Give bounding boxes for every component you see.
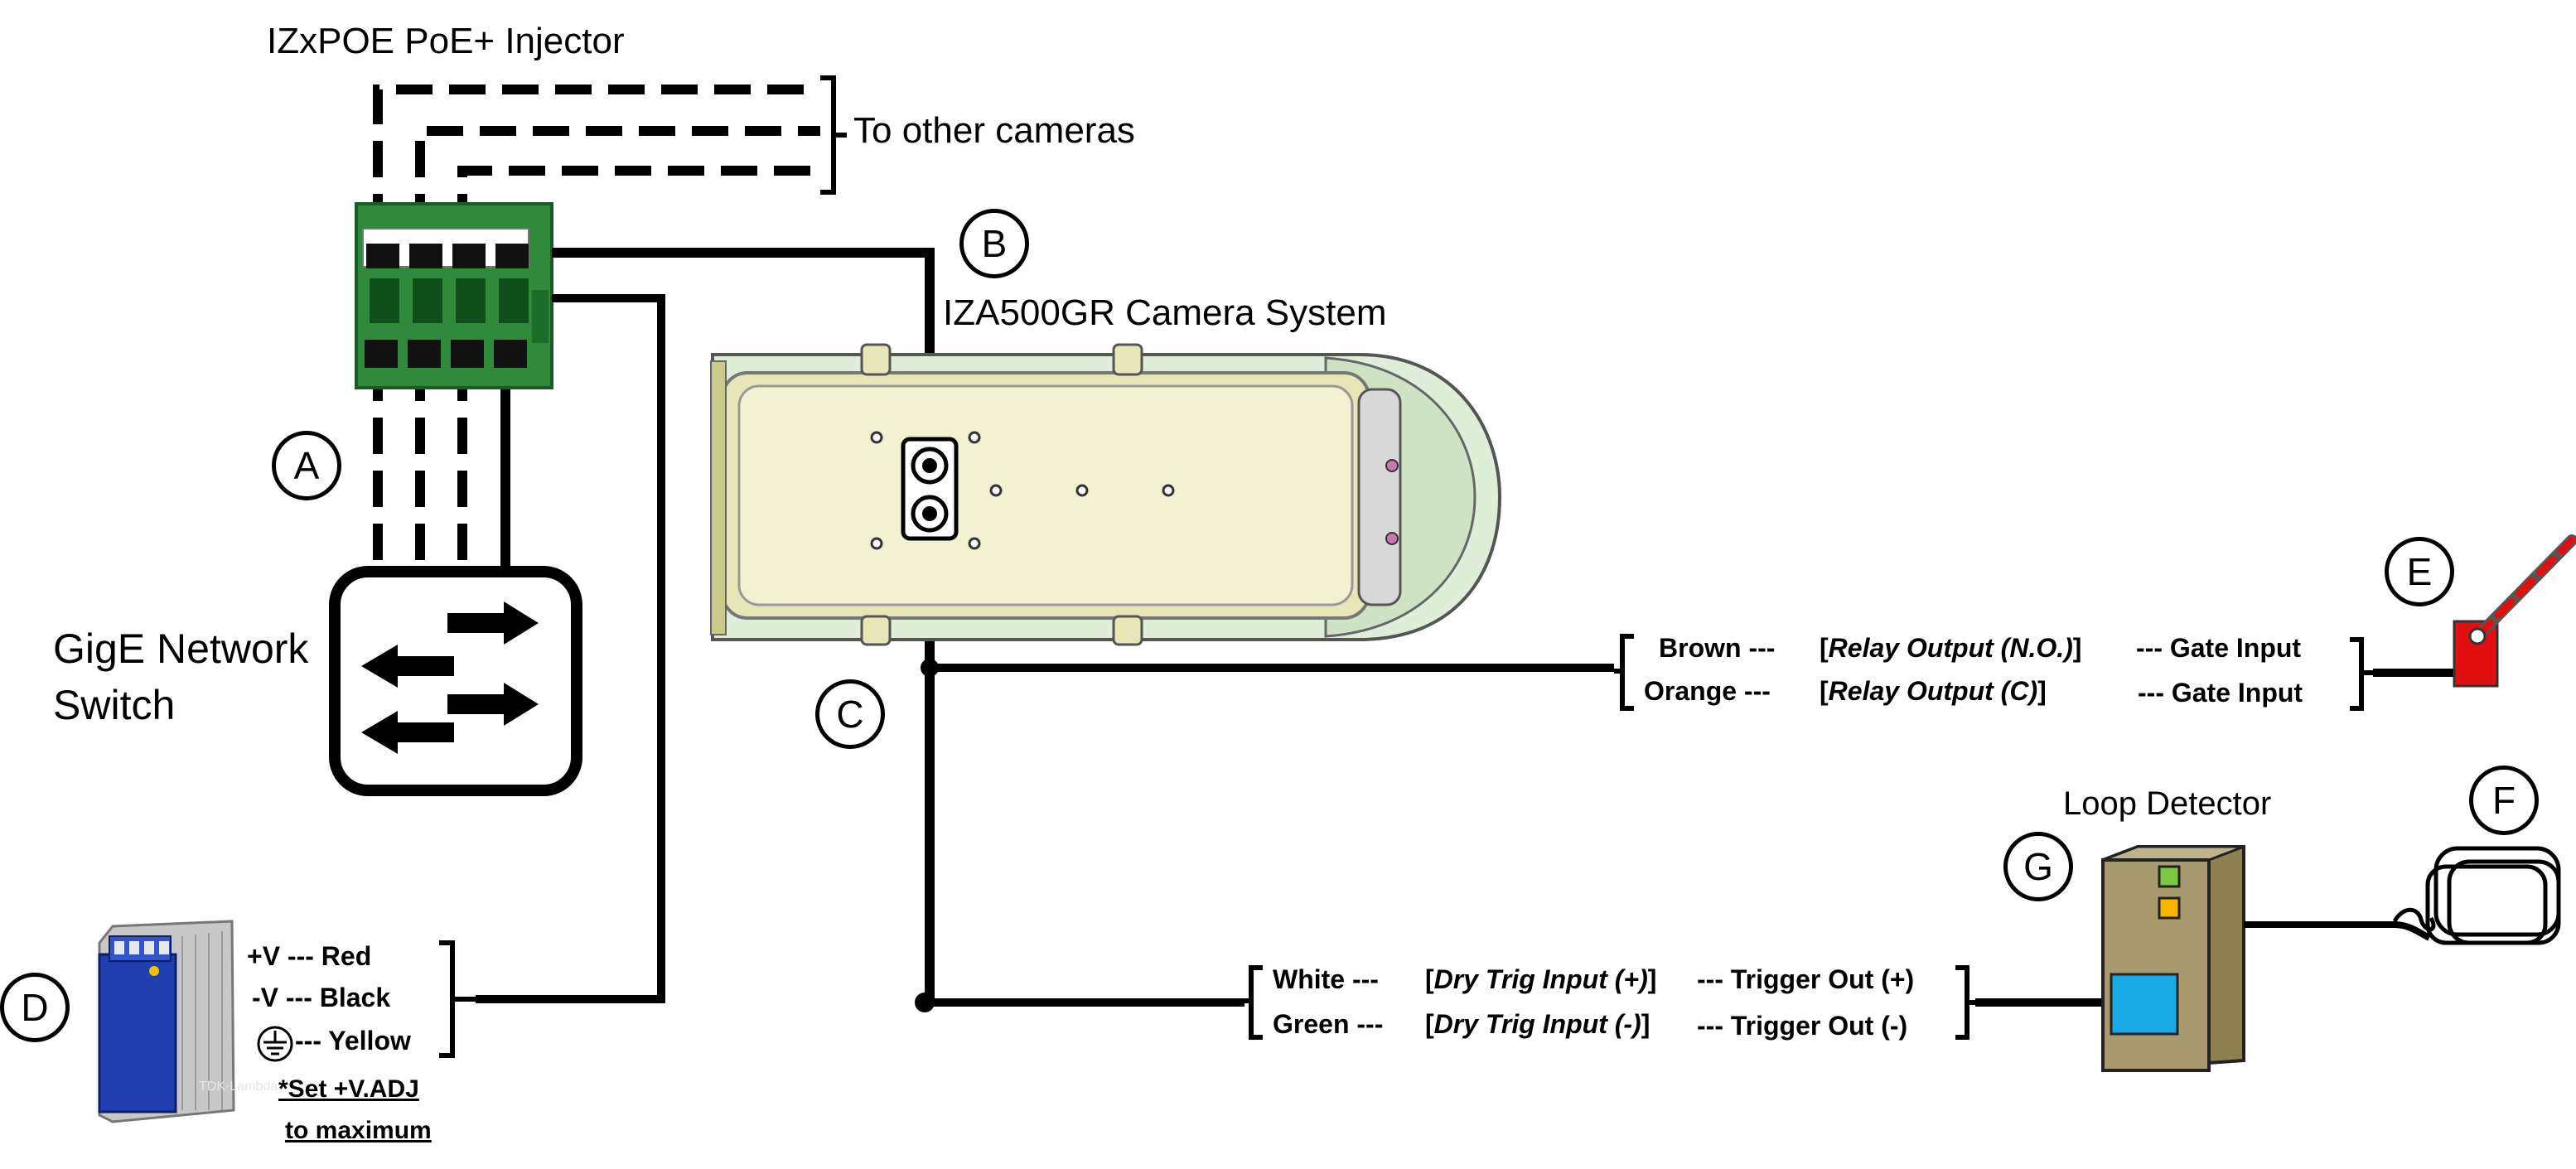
poe-injector: [355, 202, 553, 389]
ground-icon: [257, 1026, 293, 1062]
psu-brand: TDK·Lambda: [199, 1080, 278, 1094]
power-pin: +V: [247, 941, 281, 971]
power-color: Yellow: [328, 1026, 411, 1055]
camera-housing: [710, 343, 1502, 646]
injector-switch-links: [373, 365, 467, 572]
power-color: Red: [321, 941, 372, 971]
marker-e: E: [2385, 537, 2454, 606]
psu-note-line1: *Set +V.ADJ: [278, 1075, 419, 1103]
marker-g: G: [2003, 832, 2073, 901]
relay-target-1: --- Gate Input: [2136, 633, 2302, 663]
trigger-function-text: Dry Trig Input (-): [1433, 1009, 1641, 1039]
power-pin: -V: [252, 983, 278, 1012]
trigger-function-1: [Dry Trig Input (+)]: [1425, 964, 1657, 994]
camera-system-title: IZA500GR Camera System: [943, 292, 1387, 333]
trigger-function-2: [Dry Trig Input (-)]: [1425, 1009, 1650, 1039]
marker-c: C: [815, 679, 885, 749]
trigger-wire-1: White ---: [1273, 964, 1379, 994]
relay-function-text: Relay Output (N.O.): [1828, 633, 2073, 663]
power-sep: ---: [285, 983, 312, 1012]
relay-function-2: [Relay Output (C)]: [1820, 676, 2047, 706]
loop-detector: [2101, 845, 2245, 1073]
network-switch: [329, 566, 582, 796]
other-cameras-label: To other cameras: [853, 110, 1135, 151]
relay-wire-2: Orange ---: [1644, 676, 1771, 706]
power-row-3: --- Yellow: [295, 1027, 411, 1054]
camera-cable: [552, 248, 935, 1002]
trigger-left-brace: [1243, 965, 1263, 1040]
relay-wire-1: Brown ---: [1659, 633, 1776, 663]
trigger-target-1: --- Trigger Out (+): [1697, 964, 1915, 994]
trigger-function-text: Dry Trig Input (+): [1433, 964, 1648, 994]
marker-f: F: [2469, 766, 2539, 835]
inductive-loop: [2392, 846, 2561, 945]
switch-label-line1: GigE Network: [53, 626, 309, 672]
loop-detector-title: Loop Detector: [2063, 785, 2272, 822]
gate-barrier: [2453, 534, 2576, 688]
relay-left-brace: [1614, 634, 1634, 711]
marker-b: B: [959, 209, 1029, 278]
power-row-1: +V --- Red: [247, 943, 371, 969]
power-sep: ---: [287, 941, 314, 971]
relay-function-1: [Relay Output (N.O.)]: [1820, 633, 2082, 663]
marker-a: A: [272, 431, 341, 500]
trigger-right-brace: [1955, 965, 1975, 1040]
trigger-junction: [915, 993, 935, 1012]
power-sep: ---: [295, 1026, 321, 1055]
power-brace: [439, 940, 476, 1058]
psu-note-line2: to maximum: [285, 1117, 432, 1144]
loop-cable: [2244, 921, 2431, 941]
power-supply: [98, 920, 235, 1123]
relay-right-brace: [2350, 637, 2373, 711]
trigger-wire-2: Green ---: [1273, 1009, 1384, 1039]
relay-target-2: --- Gate Input: [2138, 678, 2303, 708]
power-row-2: -V --- Black: [252, 984, 390, 1011]
other-cameras-brace: [820, 75, 847, 195]
injector-title: IZxPOE PoE+ Injector: [267, 21, 625, 61]
power-cable: [476, 294, 665, 1003]
relay-junction: [921, 659, 939, 677]
marker-d: D: [0, 973, 70, 1042]
relay-function-text: Relay Output (C): [1828, 676, 2038, 706]
switch-label-line2: Switch: [53, 682, 176, 728]
trigger-target-2: --- Trigger Out (-): [1697, 1011, 1908, 1041]
power-color: Black: [319, 983, 391, 1012]
